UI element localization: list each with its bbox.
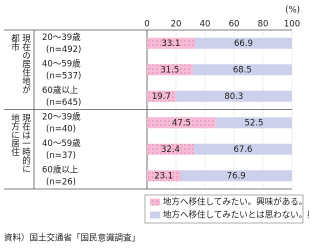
bar-segment bbox=[192, 64, 292, 76]
value-label: 66.9 bbox=[234, 39, 253, 49]
bar-segment bbox=[147, 117, 216, 129]
category-label: 40～59歳 bbox=[42, 138, 81, 149]
legend-box bbox=[144, 194, 304, 224]
value-label: 47.5 bbox=[172, 118, 191, 128]
value-label: 33.1 bbox=[162, 39, 181, 49]
x-tick-label: 100 bbox=[284, 20, 300, 30]
value-label: 19.7 bbox=[152, 92, 171, 102]
legend-swatch bbox=[150, 198, 160, 206]
bar-segment bbox=[147, 64, 193, 76]
x-tick-label: 40 bbox=[200, 20, 211, 30]
bar-segment bbox=[193, 143, 292, 155]
bar-segment bbox=[147, 37, 195, 49]
sample-size: (n=40) bbox=[46, 124, 76, 134]
sample-size: (n=26) bbox=[46, 177, 76, 187]
legend-label: 地方へ移住してみたいとは思わない。興味がない。 bbox=[163, 210, 309, 221]
bar-segment bbox=[147, 170, 181, 182]
value-label: 31.5 bbox=[160, 65, 179, 75]
legend-label: 地方へ移住してみたい。興味がある。 bbox=[163, 197, 307, 208]
unit-label: (%) bbox=[285, 6, 300, 16]
source: 資料）国土交通省「国民意識調査」 bbox=[4, 233, 140, 244]
value-label: 32.4 bbox=[161, 145, 180, 155]
chart: (%) 資料）国土交通省「国民意識調査」 0 20 40 60 80 100 現在の居住地が… bbox=[4, 6, 309, 244]
x-tick-label: 60 bbox=[229, 20, 240, 30]
bar-segment bbox=[175, 90, 292, 102]
value-label: 67.6 bbox=[234, 145, 253, 155]
bar-segment bbox=[180, 170, 292, 182]
category-label: 20～39歳 bbox=[42, 111, 81, 122]
sample-size: (n=537) bbox=[46, 71, 81, 81]
value-label: 80.3 bbox=[224, 92, 243, 102]
sample-size: (n=492) bbox=[46, 45, 81, 55]
sample-size: (n=645) bbox=[46, 98, 81, 108]
bar-segment bbox=[147, 90, 176, 102]
value-label: 23.1 bbox=[154, 171, 173, 181]
bar-segment bbox=[194, 37, 292, 49]
x-tick-label: 0 bbox=[144, 20, 149, 30]
category-label: 60歳以上 bbox=[42, 85, 79, 96]
value-label: 68.5 bbox=[233, 65, 252, 75]
category-label: 40～59歳 bbox=[42, 58, 81, 69]
category-label: 60歳以上 bbox=[42, 164, 79, 175]
group-label: 現在は一時的に bbox=[21, 114, 31, 174]
value-label: 76.9 bbox=[227, 171, 246, 181]
category-label: 20～39歳 bbox=[42, 32, 81, 43]
legend-swatch bbox=[150, 211, 160, 219]
value-label: 52.5 bbox=[244, 118, 263, 128]
sample-size: (n=37) bbox=[46, 151, 76, 161]
group-label: 地方に居住 bbox=[10, 113, 20, 156]
bar-segment bbox=[147, 143, 194, 155]
group-label: 現在の居住地が bbox=[21, 34, 31, 94]
bar-segment bbox=[215, 117, 292, 129]
x-tick-label: 20 bbox=[171, 20, 182, 30]
x-tick-label: 80 bbox=[258, 20, 269, 30]
group-label: 都市 bbox=[10, 34, 20, 52]
